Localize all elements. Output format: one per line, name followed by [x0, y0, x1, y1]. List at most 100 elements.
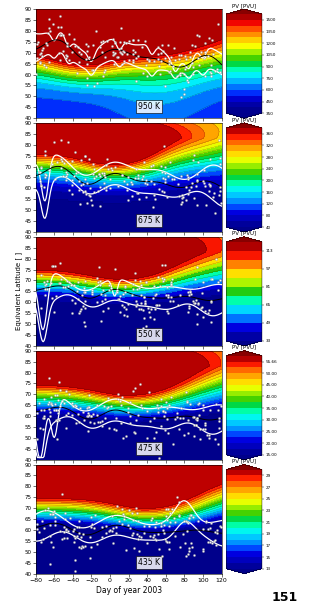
- Point: [53, 262, 58, 271]
- Point: [193, 181, 198, 191]
- Point: [183, 517, 188, 526]
- Point: [70, 526, 75, 536]
- Point: [128, 177, 133, 187]
- Point: [65, 41, 70, 51]
- Point: [178, 413, 183, 423]
- Point: [133, 302, 138, 311]
- Point: [156, 544, 161, 554]
- Point: [175, 492, 180, 502]
- Point: [117, 47, 122, 57]
- Point: [202, 307, 207, 316]
- Point: [168, 277, 173, 287]
- Point: [147, 387, 152, 396]
- Point: [172, 531, 177, 541]
- Point: [95, 416, 100, 426]
- Point: [127, 411, 132, 421]
- Point: [98, 276, 103, 286]
- Point: [48, 392, 53, 402]
- Point: [78, 532, 83, 541]
- Point: [202, 53, 207, 63]
- Point: [158, 56, 163, 66]
- Point: [80, 542, 85, 552]
- Point: [86, 41, 91, 50]
- Point: [191, 62, 196, 72]
- Point: [72, 280, 77, 290]
- Point: [108, 183, 113, 192]
- Point: [216, 423, 221, 433]
- Point: [91, 523, 96, 532]
- Point: [81, 415, 86, 424]
- Point: [33, 70, 38, 80]
- Point: [119, 59, 124, 69]
- Point: [138, 379, 143, 389]
- Point: [162, 407, 167, 416]
- Point: [181, 517, 186, 526]
- Point: [41, 181, 46, 191]
- Point: [134, 189, 139, 198]
- Point: [60, 171, 65, 181]
- Point: [140, 305, 145, 315]
- Point: [164, 537, 169, 546]
- Point: [42, 150, 47, 160]
- Point: [194, 421, 199, 430]
- Title: PV [PVU]: PV [PVU]: [232, 231, 256, 236]
- Point: [145, 54, 150, 64]
- Point: [153, 195, 158, 205]
- Point: [91, 169, 96, 178]
- Point: [113, 37, 117, 47]
- Point: [52, 512, 57, 521]
- Point: [120, 520, 125, 529]
- Point: [135, 35, 140, 45]
- Point: [46, 503, 51, 512]
- Point: [167, 517, 172, 526]
- Point: [121, 37, 126, 47]
- Point: [166, 290, 171, 300]
- Point: [113, 38, 118, 48]
- Point: [158, 402, 163, 412]
- Point: [83, 287, 88, 297]
- Point: [208, 67, 213, 77]
- Point: [106, 402, 111, 412]
- Point: [200, 546, 205, 556]
- Point: [185, 549, 190, 559]
- Point: [86, 426, 91, 436]
- Point: [70, 189, 75, 199]
- Point: [125, 311, 130, 321]
- Point: [77, 308, 82, 317]
- Point: [89, 523, 94, 532]
- Point: [125, 185, 130, 195]
- Point: [193, 414, 198, 424]
- Point: [39, 181, 44, 191]
- Point: [34, 408, 39, 418]
- Point: [98, 201, 103, 211]
- Point: [92, 510, 97, 520]
- Point: [39, 45, 44, 55]
- Point: [102, 171, 107, 180]
- Point: [50, 160, 55, 169]
- Point: [58, 385, 63, 395]
- Point: [115, 287, 120, 296]
- Point: [192, 299, 197, 308]
- Point: [130, 387, 135, 396]
- Point: [82, 317, 87, 327]
- Point: [48, 412, 53, 421]
- Point: [94, 410, 99, 420]
- Point: [195, 169, 200, 179]
- Point: [155, 402, 160, 412]
- Point: [70, 47, 75, 57]
- Point: [76, 168, 81, 177]
- Point: [166, 504, 171, 514]
- Point: [150, 514, 155, 523]
- Point: [97, 280, 102, 290]
- Point: [154, 300, 159, 310]
- Point: [196, 31, 201, 41]
- Point: [137, 304, 142, 314]
- Text: 950 K: 950 K: [138, 103, 160, 112]
- Point: [161, 406, 166, 416]
- Point: [95, 78, 100, 87]
- Point: [93, 171, 98, 181]
- Point: [130, 49, 135, 58]
- Point: [118, 43, 123, 53]
- Point: [127, 523, 132, 533]
- Point: [203, 517, 208, 527]
